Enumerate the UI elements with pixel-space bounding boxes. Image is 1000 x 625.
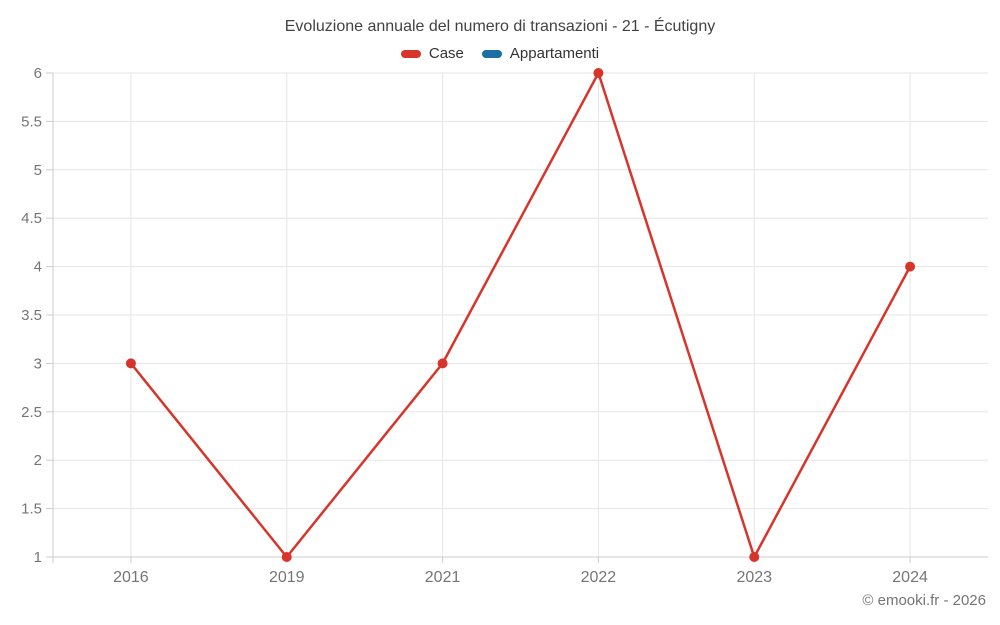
x-axis-label: 2023 — [736, 569, 772, 586]
data-point-marker[interactable] — [905, 261, 916, 272]
y-axis-label: 2 — [34, 452, 42, 469]
x-axis-label: 2016 — [113, 569, 149, 586]
data-point-marker[interactable] — [749, 552, 760, 562]
data-point-marker[interactable] — [281, 552, 292, 562]
series-line-case — [129, 71, 912, 559]
legend-swatch-appartamenti — [481, 49, 502, 58]
legend-label-case: Case — [428, 45, 464, 62]
y-axis-label: 4 — [34, 259, 42, 276]
y-axis-label: 4.5 — [21, 210, 42, 227]
legend-swatch-case — [400, 49, 421, 58]
credit-link[interactable]: © emooki.fr - 2026 — [862, 592, 986, 609]
legend-label-appartamenti: Appartamenti — [509, 45, 600, 62]
y-axis-label: 3.5 — [21, 307, 42, 324]
y-axis-label: 5.5 — [21, 113, 42, 130]
legend-item-case[interactable]: Case — [400, 45, 464, 62]
x-axis-label: 2024 — [892, 569, 928, 586]
x-axis-label: 2022 — [581, 569, 617, 586]
y-axis-label: 3 — [34, 355, 42, 372]
data-point-marker[interactable] — [125, 358, 136, 369]
x-axis-label: 2019 — [269, 569, 305, 586]
legend-item-appartamenti[interactable]: Appartamenti — [481, 45, 600, 62]
y-axis-label: 1 — [34, 549, 42, 566]
y-axis-label: 1.5 — [21, 501, 42, 518]
y-axis-label: 5 — [34, 162, 42, 179]
chart-title: Evoluzione annuale del numero di transaz… — [284, 18, 716, 35]
y-axis-label: 2.5 — [21, 404, 42, 421]
y-axis-label: 6 — [34, 65, 42, 82]
legend: Case Appartamenti — [0, 45, 1000, 62]
x-axis-label: 2021 — [425, 569, 461, 586]
data-point-marker[interactable] — [437, 358, 448, 369]
data-point-marker[interactable] — [593, 68, 604, 78]
